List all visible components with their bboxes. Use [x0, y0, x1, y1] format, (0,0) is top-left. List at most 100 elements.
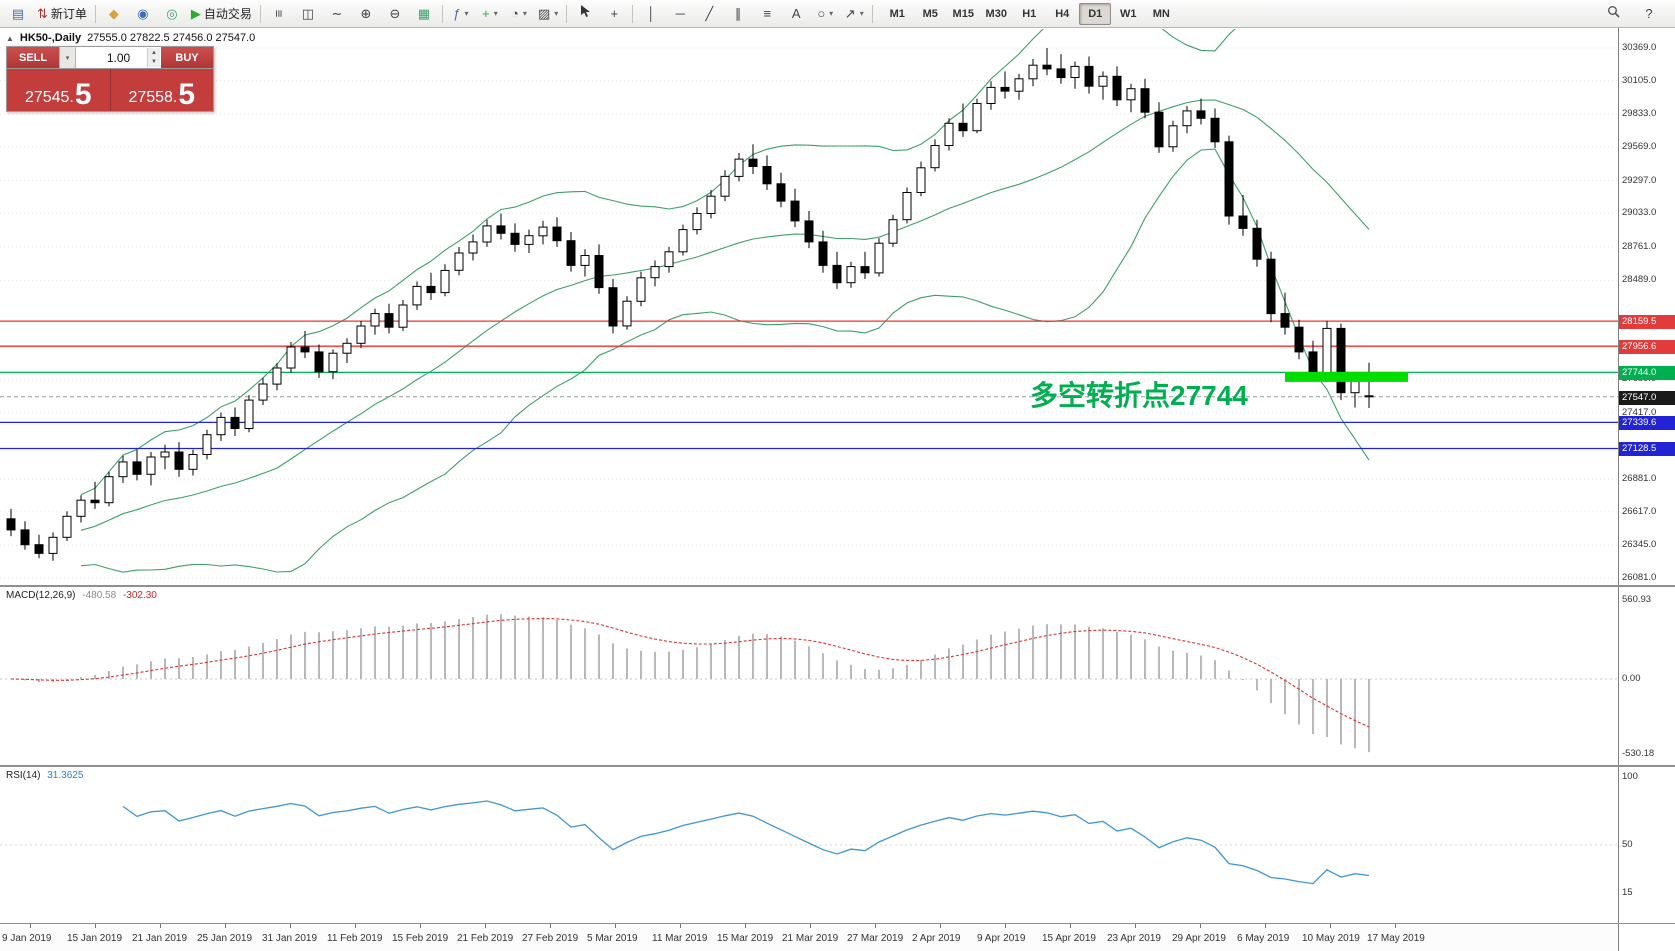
timeframe-m5[interactable]: M5 — [922, 7, 938, 20]
market-watch-icon-glyph: ◉ — [137, 6, 149, 21]
auto-trading-button-label: 自动交易 — [203, 7, 252, 21]
macd-axis-label: -530.18 — [1622, 747, 1655, 759]
help-icon[interactable]: ? — [1635, 2, 1663, 26]
date-tick — [160, 924, 161, 928]
timeframe-mn[interactable]: MN — [1152, 7, 1170, 20]
horizontal-line-icon[interactable]: ─ — [666, 2, 694, 26]
date-tick — [1135, 924, 1136, 928]
volume-down-icon[interactable]: ▼ — [148, 57, 160, 67]
price-label: 28489.0 — [1622, 274, 1657, 286]
price-label: 29033.0 — [1622, 207, 1657, 219]
fibonacci-icon[interactable]: ≡ — [753, 2, 781, 26]
timeframe-m1[interactable]: M1 — [889, 7, 905, 20]
date-tick — [745, 924, 746, 928]
auto-trading-button-glyph: ▶ — [190, 6, 201, 21]
zoom-out-icon[interactable]: ⊖ — [381, 2, 409, 26]
search-icon[interactable] — [1599, 2, 1627, 26]
toolbar-separator — [566, 4, 568, 23]
cursor-icon[interactable] — [571, 2, 599, 26]
timeframe-m30[interactable]: M30 — [985, 7, 1007, 20]
navigator-icon[interactable]: ◎ — [158, 2, 186, 26]
vertical-line-icon-glyph: │ — [647, 6, 656, 21]
buy-price[interactable]: 27558. 5 — [110, 69, 213, 111]
panel-splitter-rsi[interactable] — [0, 765, 1675, 767]
channel-icon[interactable]: ∥ — [724, 2, 752, 26]
chart-symbol: HK50-,Daily — [19, 32, 82, 44]
macd-name: MACD(12,26,9) — [6, 590, 76, 601]
collapse-icon[interactable]: ▲ — [6, 33, 14, 43]
new-order-button[interactable]: ⇅ 新订单 — [33, 2, 91, 26]
templates-icon[interactable]: ▨ ▾ — [534, 2, 562, 26]
date-label: 2 Apr 2019 — [912, 933, 961, 944]
date-axis[interactable]: 9 Jan 2019 15 Jan 2019 21 Jan 2019 25 Jan 2… — [0, 924, 1618, 951]
date-axis-border — [0, 923, 1675, 924]
layers-icon[interactable]: ◆ — [100, 2, 128, 26]
volume-stepper[interactable]: ▲ ▼ — [147, 48, 160, 67]
timeframe-d1[interactable]: D1 — [1079, 2, 1112, 25]
date-label: 11 Feb 2019 — [327, 933, 383, 944]
bar-chart-mode-icon[interactable]: ≡ — [265, 2, 293, 26]
navigator-icon-glyph: ◎ — [166, 6, 178, 21]
date-tick — [615, 924, 616, 928]
date-tick — [1395, 924, 1396, 928]
price-level-badge: 27547.0 — [1619, 390, 1675, 405]
shapes-icon[interactable]: ○ ▾ — [811, 2, 839, 26]
toolbar-items: ▤ ⇅ 新订单 ◆ ◉ ◎ ▶ 自动交易 ≡ ◫ ∼ ⊕ ⊖ ▦ ƒ ▾ + ▾ ◔ ▾ ▨ ▾ + │ ─ ╱ ∥ ≡ A ○ ▾ ↗ ▾ — [4, 2, 876, 26]
zoom-in-icon[interactable]: ⊕ — [352, 2, 380, 26]
date-tick — [940, 924, 941, 928]
date-label: 11 Mar 2019 — [652, 933, 708, 944]
arrows-icon-caret[interactable]: ▾ — [859, 9, 864, 18]
text-icon[interactable]: A — [782, 2, 810, 26]
timeframe-h1[interactable]: H1 — [1022, 7, 1037, 20]
date-tick — [225, 924, 226, 928]
periods-icon[interactable]: ◔ ▾ — [505, 2, 533, 26]
timeframe-group: M1 M5 M15 M30 H1 H4 D1 W1 MN — [881, 2, 1177, 25]
sell-button[interactable]: SELL — [7, 47, 59, 68]
auto-trading-button[interactable]: ▶ 自动交易 — [187, 2, 256, 26]
candlestick-mode-icon[interactable]: ◫ — [294, 2, 322, 26]
volume-dropdown-button[interactable]: ▾ — [59, 47, 76, 68]
rsi-name: RSI(14) — [6, 770, 41, 781]
price-label: 29569.0 — [1622, 140, 1657, 152]
price-level-badge: 27744.0 — [1619, 366, 1675, 381]
shapes-icon-caret[interactable]: ▾ — [829, 9, 834, 18]
toolbar-separator — [872, 4, 874, 23]
add-indicator-icon-caret[interactable]: ▾ — [493, 9, 498, 18]
arrows-icon[interactable]: ↗ ▾ — [840, 2, 868, 26]
indicators-icon[interactable]: ƒ ▾ — [447, 2, 475, 26]
price-label: 30369.0 — [1622, 42, 1657, 54]
timeframe-h4[interactable]: H4 — [1055, 7, 1070, 20]
add-indicator-icon[interactable]: + ▾ — [476, 2, 504, 26]
search-icon-glyph — [1607, 5, 1620, 23]
toolbar-separator — [441, 4, 443, 23]
candlestick-mode-icon-glyph: ◫ — [301, 6, 315, 21]
crosshair-icon[interactable]: + — [600, 2, 628, 26]
timeframe-w1[interactable]: W1 — [1120, 7, 1137, 20]
buy-price-main: 27558. — [128, 89, 178, 107]
price-level-badge: 27128.5 — [1619, 442, 1675, 457]
indicators-icon-caret[interactable]: ▾ — [464, 9, 469, 18]
market-watch-icon[interactable]: ◉ — [129, 2, 157, 26]
bar-chart-mode-icon-glyph: ≡ — [271, 9, 287, 18]
timeframe-m15[interactable]: M15 — [952, 7, 974, 20]
sell-price[interactable]: 27545. 5 — [7, 69, 111, 111]
vertical-line-icon[interactable]: │ — [637, 2, 665, 26]
line-chart-mode-icon[interactable]: ∼ — [323, 2, 351, 26]
periods-icon-glyph: ◔ — [511, 6, 519, 21]
buy-button[interactable]: BUY — [161, 47, 213, 68]
macd-signal-value: -302.30 — [122, 590, 157, 601]
periods-icon-caret[interactable]: ▾ — [522, 9, 527, 18]
panel-splitter-macd[interactable] — [0, 585, 1675, 587]
volume-up-icon[interactable]: ▲ — [148, 48, 160, 58]
trendline-icon[interactable]: ╱ — [695, 2, 723, 26]
date-label: 10 May 2019 — [1302, 933, 1360, 944]
chart-window-icon-glyph: ▤ — [11, 6, 25, 21]
chart-window-icon[interactable]: ▤ — [4, 2, 32, 26]
tile-windows-icon[interactable]: ▦ — [410, 2, 438, 26]
price-axis[interactable]: 30369.0 30105.0 29833.0 29569.0 29297.0 29033… — [1618, 28, 1675, 951]
volume-input[interactable]: 1.00 ▲ ▼ — [76, 47, 161, 68]
templates-icon-caret[interactable]: ▾ — [554, 9, 559, 18]
date-tick — [875, 924, 876, 928]
price-label: 30105.0 — [1622, 74, 1657, 86]
